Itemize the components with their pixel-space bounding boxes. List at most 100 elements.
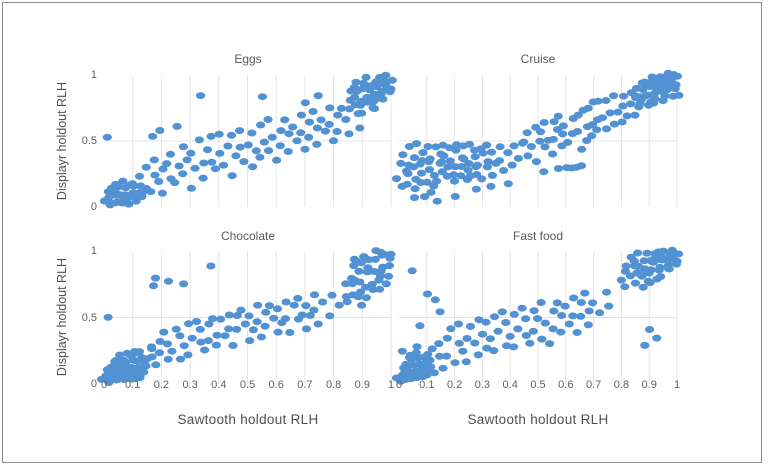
- scatter-point: [121, 358, 131, 366]
- scatter-point: [602, 288, 612, 296]
- scatter-point: [485, 335, 495, 343]
- scatter-point: [202, 146, 213, 154]
- scatter-point: [646, 266, 656, 274]
- scatter-point: [342, 298, 352, 306]
- scatter-point: [545, 340, 555, 348]
- scatter-point: [159, 328, 169, 336]
- scatter-point: [196, 92, 206, 100]
- scatter-point: [118, 177, 128, 185]
- scatter-point: [415, 322, 425, 330]
- scatter-point: [503, 180, 513, 188]
- scatter-point: [461, 358, 471, 366]
- scatter-point: [257, 93, 268, 101]
- scatter-point: [470, 153, 480, 161]
- scatter-point: [107, 184, 117, 192]
- scatter-point: [668, 71, 679, 78]
- scatter-point: [411, 349, 421, 357]
- scatter-point: [487, 171, 497, 179]
- scatter-point: [375, 272, 386, 280]
- scatter-point: [292, 137, 302, 145]
- scatter-point: [364, 267, 374, 275]
- scatter-point: [549, 118, 559, 126]
- scatter-point: [613, 108, 623, 116]
- scatter-point: [214, 130, 224, 138]
- scatter-point: [124, 200, 134, 208]
- scatter-point: [139, 368, 149, 376]
- scatter-point: [626, 100, 636, 108]
- scatter-point: [548, 150, 558, 158]
- scatter-point: [163, 277, 174, 285]
- scatter-point: [430, 296, 440, 304]
- scatter-point: [451, 146, 461, 154]
- scatter-point: [371, 247, 381, 255]
- scatter-point: [407, 267, 417, 275]
- y-tick-label: 1: [90, 245, 97, 257]
- scatter-point: [655, 263, 665, 271]
- scatter-point: [206, 262, 216, 270]
- scatter-point: [549, 307, 559, 315]
- scatter-point: [486, 182, 496, 190]
- scatter-point: [224, 325, 234, 333]
- scatter-point: [127, 180, 137, 188]
- y-tick-label: 1: [90, 69, 97, 81]
- scatter-point: [248, 326, 258, 334]
- scatter-point: [232, 325, 242, 333]
- scatter-point: [200, 346, 210, 354]
- scatter-point: [187, 334, 197, 342]
- scatter-point: [248, 163, 258, 171]
- scatter-point: [259, 138, 269, 146]
- x-axis-title-right: Sawtooth holdout RLH: [467, 412, 609, 427]
- scatter-point: [645, 326, 655, 333]
- scatter-point: [423, 350, 433, 358]
- figure-frame: [2, 2, 762, 463]
- scatter-point: [284, 130, 294, 138]
- panel-title-eggs: Eggs: [234, 52, 262, 66]
- x-tick-label: 0.1: [125, 379, 141, 391]
- scatter-point: [320, 127, 330, 135]
- scatter-point: [192, 318, 202, 325]
- scatter-point: [141, 362, 151, 370]
- scatter-point: [175, 332, 185, 340]
- scatter-point: [216, 315, 226, 323]
- scatter-point: [462, 335, 472, 342]
- scatter-point: [642, 249, 652, 257]
- scatter-point: [226, 131, 237, 139]
- scatter-point: [588, 299, 598, 307]
- scatter-point: [341, 280, 351, 288]
- scatter-point: [119, 376, 129, 383]
- scatter-point: [155, 127, 165, 134]
- scatter-point: [261, 308, 271, 316]
- scatter-point: [148, 132, 158, 140]
- scatter-point: [349, 83, 359, 91]
- scatter-point: [293, 294, 303, 302]
- scatter-point: [522, 129, 532, 137]
- scatter-point: [531, 158, 541, 166]
- scatter-point: [464, 140, 475, 148]
- scatter-point: [367, 280, 377, 288]
- scatter-point: [210, 165, 221, 173]
- scatter-point: [111, 357, 121, 364]
- scatter-point: [434, 352, 445, 360]
- scatter-point: [263, 116, 273, 123]
- y-tick-label: 0: [90, 378, 97, 390]
- scatter-point: [368, 104, 378, 112]
- scatter-point: [439, 152, 449, 160]
- panel-title-cruise: Cruise: [520, 52, 556, 66]
- scatter-point: [409, 194, 420, 202]
- scatter-point: [601, 97, 611, 104]
- scatter-point: [577, 145, 587, 153]
- scatter-point: [435, 308, 445, 316]
- scatter-point: [422, 290, 433, 298]
- scatter-point: [162, 340, 173, 348]
- scatter-point: [425, 356, 435, 364]
- x-tick-label: 1: [387, 379, 395, 391]
- scatter-point: [672, 257, 682, 265]
- scatter-point: [525, 339, 535, 347]
- scatter-point: [174, 162, 184, 170]
- scatter-point: [568, 312, 578, 320]
- x-tick-label: 0.2: [446, 379, 463, 391]
- scatter-point: [276, 127, 286, 135]
- scatter-point: [572, 128, 583, 135]
- scatter-point: [260, 322, 270, 330]
- x-tick-label: 0.8: [613, 379, 630, 391]
